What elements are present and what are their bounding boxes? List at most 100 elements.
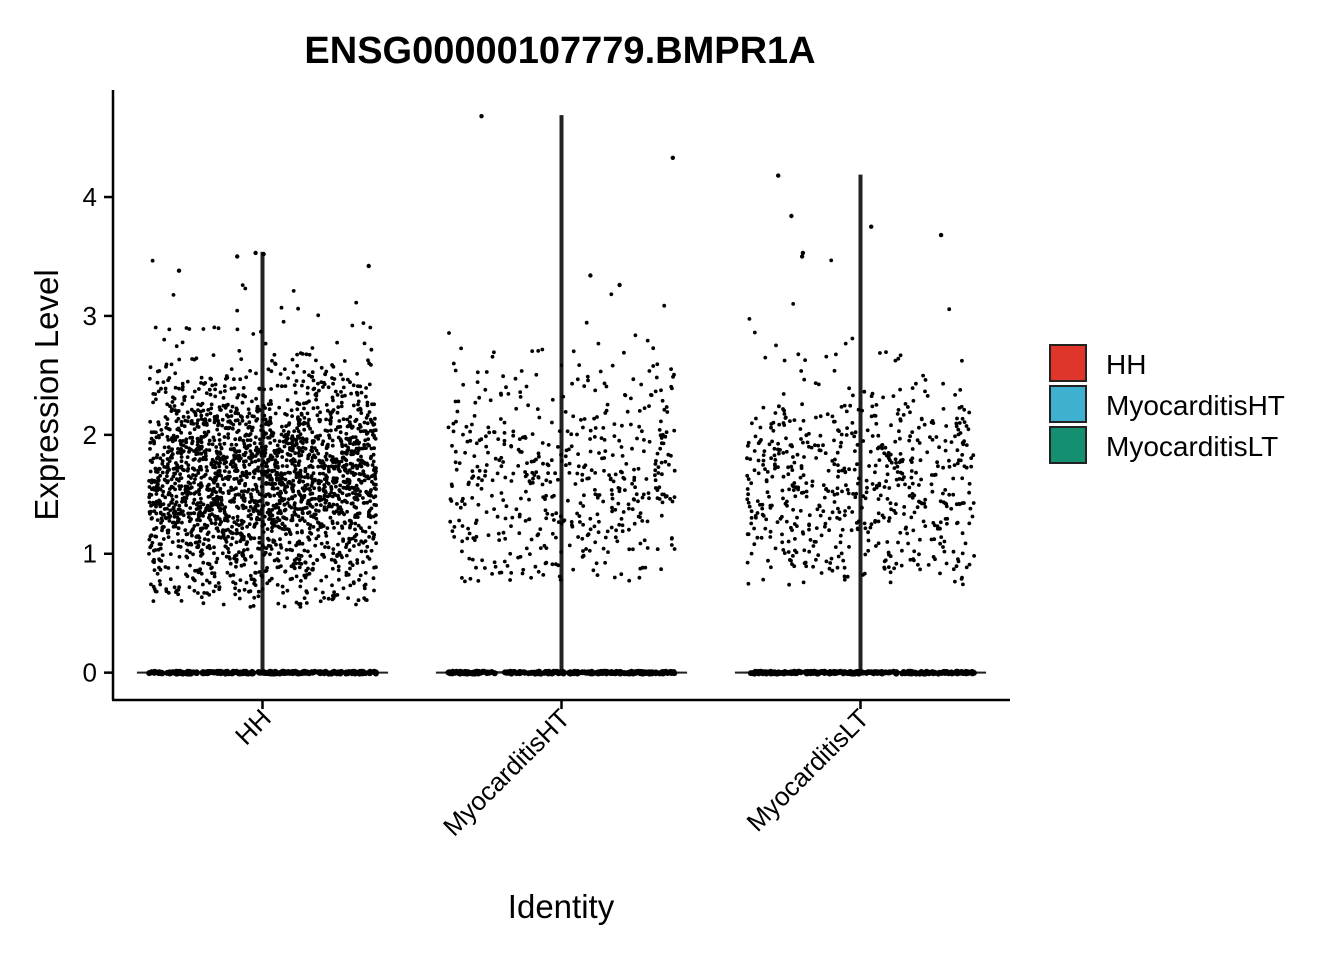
expression-point-HH [350,424,355,429]
zero-point-MyocarditisLT [765,669,772,676]
expression-point-MyocarditisHT [530,470,535,475]
expression-point-HH [300,516,305,521]
expression-point-MyocarditisLT [802,455,806,459]
expression-point-HH [250,460,254,464]
expression-point-MyocarditisLT [827,566,832,571]
expression-point-MyocarditisHT [502,442,507,447]
expression-point-MyocarditisHT [593,471,598,475]
expression-point-MyocarditisLT [895,464,900,469]
expression-point-MyocarditisHT [602,468,606,473]
expression-point-MyocarditisHT [474,441,479,446]
expression-point-HH [180,520,184,525]
expression-point-HH [197,511,202,515]
expression-point-HH [172,514,177,519]
expression-point-HH [299,554,304,558]
expression-point-MyocarditisHT [544,560,549,565]
expression-point-MyocarditisHT [465,439,470,444]
expression-point-HH [372,428,376,433]
expression-point-HH [179,430,184,435]
expression-point-HH [180,381,185,386]
expression-point-HH [190,533,194,538]
expression-point-MyocarditisLT [791,507,795,512]
expression-point-MyocarditisHT [514,406,519,411]
expression-point-HH [274,502,279,507]
zero-point-HH [261,669,268,676]
expression-point-HH [340,451,344,455]
expression-point-HH [151,486,156,490]
expression-point-HH [253,505,258,509]
expression-point-HH [270,507,275,512]
expression-point-MyocarditisHT [474,565,478,570]
expression-point-MyocarditisHT [566,498,570,503]
expression-point-MyocarditisHT [617,522,622,527]
expression-point-HH [269,457,274,462]
expression-point-MyocarditisHT [591,568,596,573]
expression-point-HH [371,514,376,519]
expression-point-HH [331,547,336,551]
expression-point-HH [238,539,243,544]
expression-point-HH [251,604,256,608]
expression-point-MyocarditisHT [588,516,593,521]
expression-point-HH [188,506,193,510]
expression-point-MyocarditisLT [861,573,865,577]
expression-point-HH [352,487,357,491]
expression-point-MyocarditisLT [746,532,751,537]
expression-point-HH [242,548,246,553]
expression-point-MyocarditisHT [550,562,555,567]
expression-point-MyocarditisLT [823,524,827,529]
expression-point-HH [157,542,162,546]
expression-point-HH [307,373,311,378]
expression-point-MyocarditisLT [896,483,901,488]
expression-point-HH [311,471,316,476]
expression-point-HH [153,534,158,539]
expression-point-HH [261,417,266,422]
expression-point-HH [177,511,182,516]
expression-point-MyocarditisHT [536,475,541,480]
expression-point-MyocarditisLT [897,477,902,481]
expression-point-MyocarditisHT [518,390,523,394]
expression-point-MyocarditisLT [918,567,922,572]
expression-point-HH [235,308,240,313]
expression-point-HH [234,559,239,563]
expression-point-HH [221,533,226,538]
expression-point-HH [244,472,249,477]
expression-point-MyocarditisHT [647,496,651,501]
expression-point-HH [242,441,247,446]
expression-point-HH [179,459,184,464]
expression-point-HH [183,418,188,423]
expression-point-HH [233,592,238,597]
expression-point-HH [167,467,172,472]
expression-point-HH [311,515,316,519]
expression-point-MyocarditisLT [911,528,916,533]
expression-point-HH [366,512,371,517]
expression-point-MyocarditisLT [786,539,791,544]
expression-point-HH [331,381,335,386]
expression-point-MyocarditisHT [588,428,593,433]
expression-point-HH [291,483,296,488]
expression-point-HH [275,583,280,587]
expression-point-HH [373,416,377,421]
expression-point-HH [173,481,178,486]
expression-point-MyocarditisHT [666,452,671,457]
expression-point-HH [181,439,185,443]
expression-point-MyocarditisLT [898,530,903,535]
expression-point-HH [265,581,270,586]
expression-point-MyocarditisLT [749,551,754,556]
expression-point-MyocarditisLT [919,477,923,482]
expression-point-HH [207,508,212,513]
expression-point-HH [248,449,253,453]
expression-point-HH [225,455,229,460]
expression-point-HH [333,560,338,565]
expression-point-MyocarditisHT [473,521,478,525]
expression-point-MyocarditisLT [876,519,881,524]
expression-point-HH [212,545,216,550]
expression-point-MyocarditisLT [883,558,888,563]
expression-point-HH [249,452,254,457]
expression-point-MyocarditisLT [947,464,952,469]
expression-point-HH [300,530,304,535]
expression-point-HH [165,434,170,439]
expression-point-MyocarditisLT [953,393,957,397]
expression-point-HH [151,584,156,589]
expression-point-HH [225,570,230,575]
